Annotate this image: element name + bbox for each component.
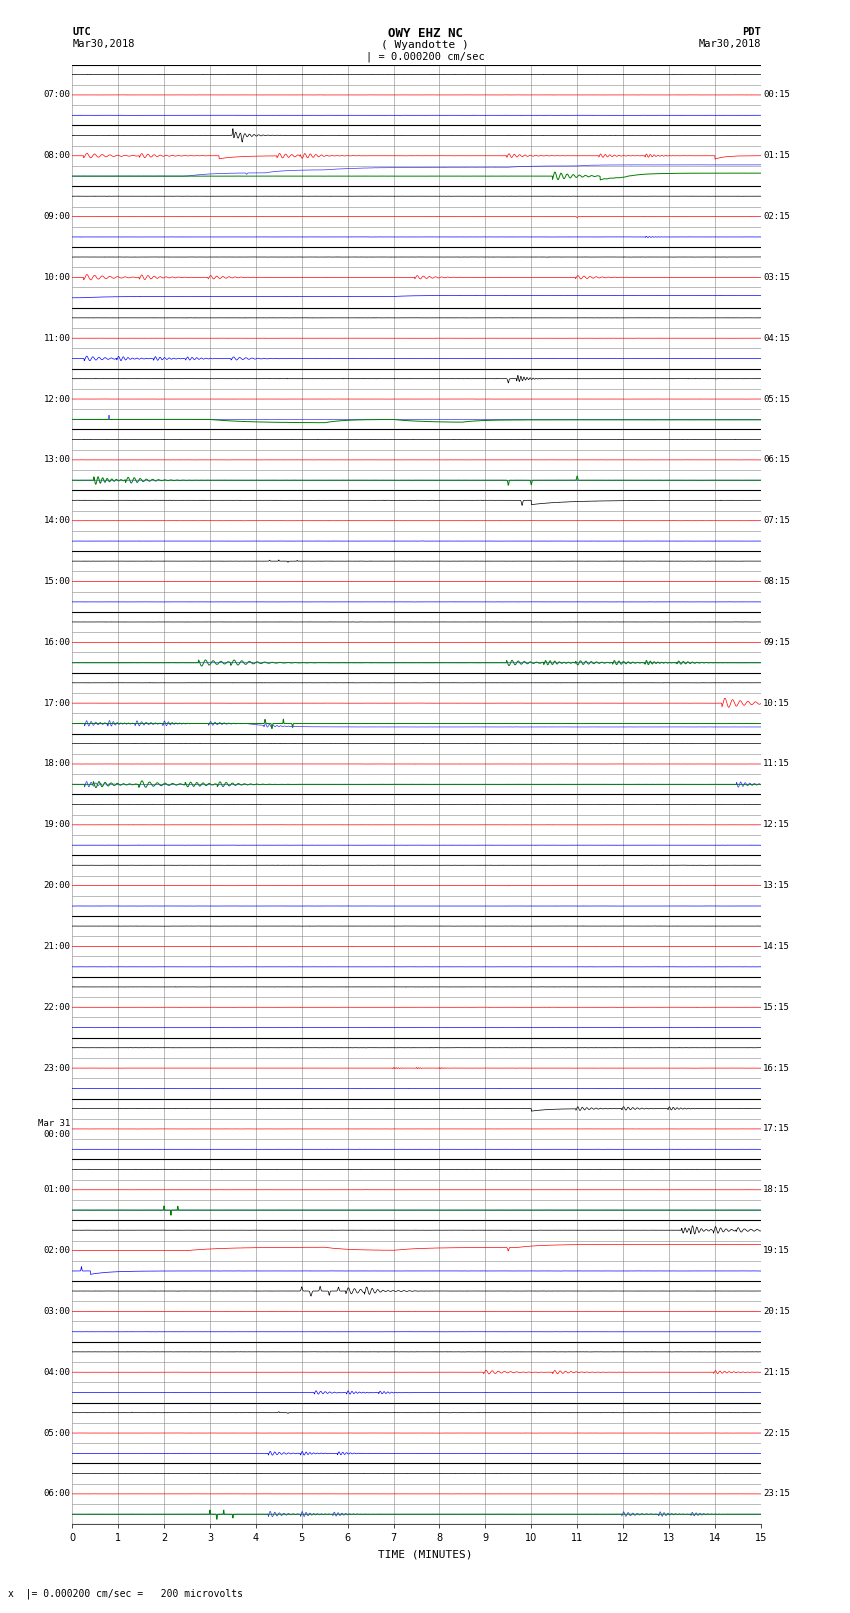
Text: 01:00: 01:00: [43, 1186, 71, 1194]
Text: OWY EHZ NC: OWY EHZ NC: [388, 27, 462, 40]
Text: UTC: UTC: [72, 27, 91, 37]
Text: 15:15: 15:15: [763, 1003, 791, 1011]
Text: 23:00: 23:00: [43, 1063, 71, 1073]
Text: 02:15: 02:15: [763, 211, 791, 221]
Text: 06:00: 06:00: [43, 1489, 71, 1498]
Text: 00:15: 00:15: [763, 90, 791, 100]
Text: 07:15: 07:15: [763, 516, 791, 526]
Text: 16:00: 16:00: [43, 637, 71, 647]
Text: 08:00: 08:00: [43, 152, 71, 160]
Text: 13:15: 13:15: [763, 881, 791, 890]
Text: 16:15: 16:15: [763, 1063, 791, 1073]
Text: 18:00: 18:00: [43, 760, 71, 768]
Text: 06:15: 06:15: [763, 455, 791, 465]
Text: 05:15: 05:15: [763, 395, 791, 403]
Text: 20:00: 20:00: [43, 881, 71, 890]
Text: 17:15: 17:15: [763, 1124, 791, 1134]
Text: 09:15: 09:15: [763, 637, 791, 647]
Text: TIME (MINUTES): TIME (MINUTES): [377, 1550, 473, 1560]
Text: 13:00: 13:00: [43, 455, 71, 465]
Text: ( Wyandotte ): ( Wyandotte ): [381, 40, 469, 50]
Text: 19:15: 19:15: [763, 1247, 791, 1255]
Text: 10:15: 10:15: [763, 698, 791, 708]
Text: Mar30,2018: Mar30,2018: [72, 39, 135, 48]
Text: Mar 31
00:00: Mar 31 00:00: [38, 1119, 71, 1139]
Text: Mar30,2018: Mar30,2018: [698, 39, 761, 48]
Text: 15:00: 15:00: [43, 577, 71, 586]
Text: 11:15: 11:15: [763, 760, 791, 768]
Text: 03:15: 03:15: [763, 273, 791, 282]
Text: 22:15: 22:15: [763, 1429, 791, 1437]
Text: 12:00: 12:00: [43, 395, 71, 403]
Text: 22:00: 22:00: [43, 1003, 71, 1011]
Text: 10:00: 10:00: [43, 273, 71, 282]
Text: | = 0.000200 cm/sec: | = 0.000200 cm/sec: [366, 52, 484, 61]
Text: 19:00: 19:00: [43, 821, 71, 829]
Text: 03:00: 03:00: [43, 1307, 71, 1316]
Text: 17:00: 17:00: [43, 698, 71, 708]
Text: 14:00: 14:00: [43, 516, 71, 526]
Text: 18:15: 18:15: [763, 1186, 791, 1194]
Text: 01:15: 01:15: [763, 152, 791, 160]
Text: 05:00: 05:00: [43, 1429, 71, 1437]
Text: 14:15: 14:15: [763, 942, 791, 952]
Text: 08:15: 08:15: [763, 577, 791, 586]
Text: 11:00: 11:00: [43, 334, 71, 342]
Text: 21:00: 21:00: [43, 942, 71, 952]
Text: 04:15: 04:15: [763, 334, 791, 342]
Text: 12:15: 12:15: [763, 821, 791, 829]
Text: 23:15: 23:15: [763, 1489, 791, 1498]
Text: 21:15: 21:15: [763, 1368, 791, 1378]
Text: 09:00: 09:00: [43, 211, 71, 221]
Text: PDT: PDT: [742, 27, 761, 37]
Text: 20:15: 20:15: [763, 1307, 791, 1316]
Text: 04:00: 04:00: [43, 1368, 71, 1378]
Text: 02:00: 02:00: [43, 1247, 71, 1255]
Text: 07:00: 07:00: [43, 90, 71, 100]
Text: x  |= 0.000200 cm/sec =   200 microvolts: x |= 0.000200 cm/sec = 200 microvolts: [8, 1589, 243, 1598]
